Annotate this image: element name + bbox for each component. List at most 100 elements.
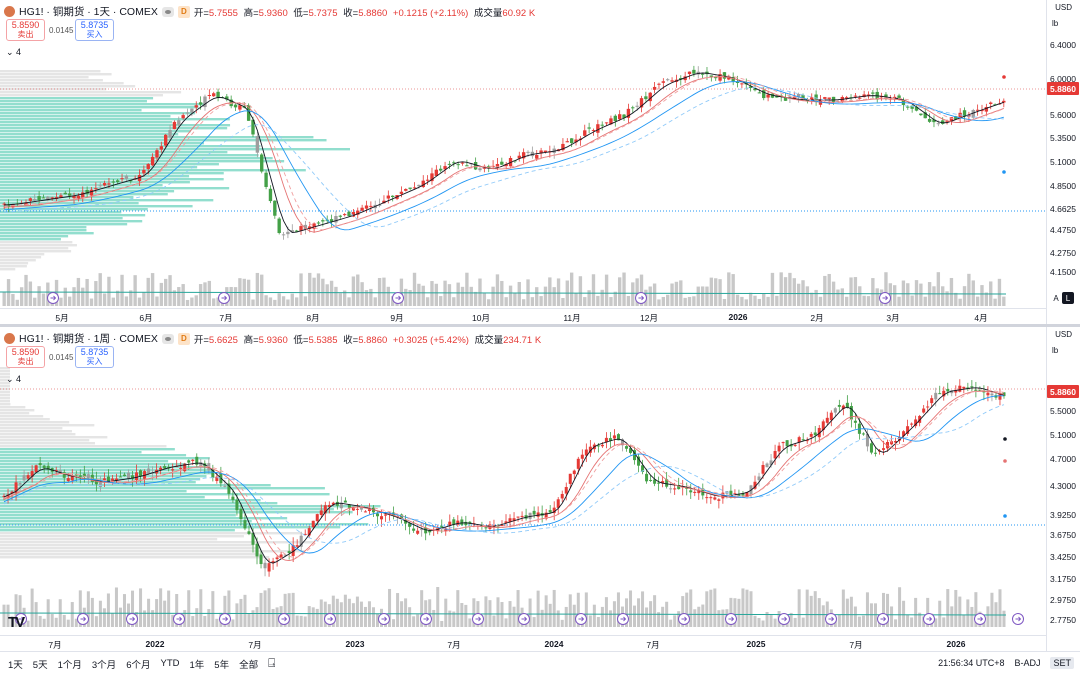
volume-bar	[118, 607, 122, 627]
volume-bar	[404, 598, 408, 627]
volume-profile-bar	[0, 433, 76, 436]
unit-label[interactable]: lb	[1052, 19, 1059, 28]
candle-body	[58, 470, 62, 474]
volume-bar	[717, 610, 721, 627]
range-ytd-button[interactable]: YTD	[160, 658, 180, 669]
volume-profile-bar	[0, 208, 148, 211]
volume-bar	[231, 619, 235, 627]
candle-body	[588, 446, 592, 453]
price-axis[interactable]: USD lb 5.8860 5.5000 5.1000 4.7000 4.300…	[1046, 327, 1080, 651]
volume-bar	[769, 615, 773, 627]
volume-bar	[600, 289, 604, 306]
chart-pane-daily[interactable]: HG1! · 铜期货 · 1天 · COMEX D 开=5.7555 高=5.9…	[0, 0, 1080, 324]
currency-label[interactable]: USD	[1055, 3, 1072, 12]
price-chart-daily[interactable]	[0, 0, 1046, 308]
candle-body	[528, 512, 532, 519]
candle-body	[195, 456, 199, 465]
candle-body	[452, 519, 456, 525]
clock-time[interactable]: 21:56:34 UTC+8	[938, 658, 1005, 668]
candle-body	[687, 71, 692, 75]
candle-body	[705, 497, 709, 499]
time-axis[interactable]: 7月 2022 7月 2023 7月 2024 7月 2025 7月 2026	[0, 635, 1046, 651]
candle-body	[273, 200, 277, 216]
volume-profile-bar	[0, 424, 95, 427]
volume-bar	[840, 288, 844, 306]
event-arrow-icon	[880, 616, 887, 622]
adjustment-toggle[interactable]: B-ADJ	[1014, 658, 1041, 668]
unit-label[interactable]: lb	[1052, 346, 1059, 355]
volume-profile-bar	[0, 169, 306, 172]
event-arrow-icon	[638, 295, 645, 301]
range-1m-button[interactable]: 1个月	[57, 659, 82, 671]
volume-bar	[287, 593, 291, 627]
buy-button[interactable]: 5.8735 买入	[75, 19, 114, 41]
volume-bar	[757, 298, 762, 306]
chart-pane-weekly[interactable]: HG1! · 铜期货 · 1周 · COMEX D 开=5.6625 高=5.9…	[0, 327, 1080, 651]
volume-bar	[41, 293, 46, 306]
volume-bar	[223, 595, 227, 627]
volume-bar	[408, 607, 412, 627]
range-5d-button[interactable]: 5天	[32, 659, 48, 671]
volume-bar	[984, 292, 989, 306]
sell-button[interactable]: 5.8590 卖出	[6, 346, 45, 368]
candle-body	[63, 192, 67, 195]
range-3m-button[interactable]: 3个月	[91, 659, 117, 671]
symbol-title[interactable]: HG1! · 铜期货 · 1周 · COMEX	[19, 333, 158, 345]
candle-body	[849, 406, 853, 420]
volume-bar	[177, 287, 181, 306]
goto-date-icon[interactable]: ⍈	[268, 656, 276, 670]
buy-button[interactable]: 5.8735 买入	[75, 346, 114, 368]
sell-button[interactable]: 5.8590 卖出	[6, 19, 45, 41]
log-scale-button[interactable]: L	[1062, 292, 1074, 304]
price-axis[interactable]: USD lb 6.4000 6.0000 5.6000 5.3500 5.100…	[1046, 0, 1080, 324]
visibility-icon[interactable]	[161, 6, 174, 17]
x-tick: 2023	[345, 639, 365, 649]
candle-body	[745, 492, 749, 498]
symbol-title[interactable]: HG1! · 铜期货 · 1天 · COMEX	[19, 6, 158, 18]
range-5y-button[interactable]: 5年	[214, 659, 230, 671]
volume-bar	[689, 589, 693, 627]
volume-bar	[548, 277, 552, 306]
indicator-count[interactable]: ⌄ 4	[6, 374, 22, 384]
candle-body	[858, 97, 862, 99]
candle-body	[568, 473, 572, 484]
volume-bar	[504, 297, 508, 306]
time-axis[interactable]: 5月 6月 7月 8月 9月 10月 11月 12月 2026 2月 3月 4月	[0, 308, 1046, 324]
range-6m-button[interactable]: 6个月	[126, 659, 151, 671]
moving-average-line	[4, 81, 1004, 231]
candle-body	[312, 223, 316, 229]
candle-body	[508, 518, 512, 523]
price-chart-weekly[interactable]	[0, 327, 1046, 635]
range-1y-button[interactable]: 1年	[189, 659, 205, 671]
range-all-button[interactable]: 全部	[239, 659, 259, 671]
indicator-count[interactable]: ⌄ 4	[6, 47, 22, 57]
candle-body	[114, 478, 118, 481]
session-toggle[interactable]: SET	[1050, 657, 1074, 669]
candle-body	[62, 472, 66, 478]
volume-bar	[810, 292, 814, 306]
candle-body	[753, 88, 757, 91]
auto-scale-button[interactable]: A	[1053, 293, 1059, 303]
candle-body	[666, 79, 670, 81]
pane-separator[interactable]	[0, 324, 1080, 327]
candle-body	[308, 226, 312, 229]
volume-profile-bar	[0, 238, 61, 241]
tradingview-logo-icon[interactable]: TV	[8, 614, 25, 631]
range-1d-button[interactable]: 1天	[8, 659, 23, 671]
candle-body	[291, 545, 295, 556]
volume-profile-bar	[0, 262, 29, 265]
currency-label[interactable]: USD	[1055, 330, 1072, 339]
visibility-icon[interactable]	[161, 333, 174, 344]
volume-bar	[94, 281, 98, 306]
candle-body	[277, 218, 281, 234]
volume-profile-bar	[0, 532, 301, 535]
moving-average-line	[3, 390, 1005, 558]
candle-body	[76, 195, 81, 199]
volume-bar	[195, 608, 199, 627]
candle-body	[231, 496, 235, 500]
x-tick: 7月	[248, 640, 262, 650]
volume-bar	[347, 297, 351, 306]
candle-body	[400, 514, 404, 519]
volume-bar	[958, 596, 962, 627]
volume-bar	[858, 286, 862, 306]
